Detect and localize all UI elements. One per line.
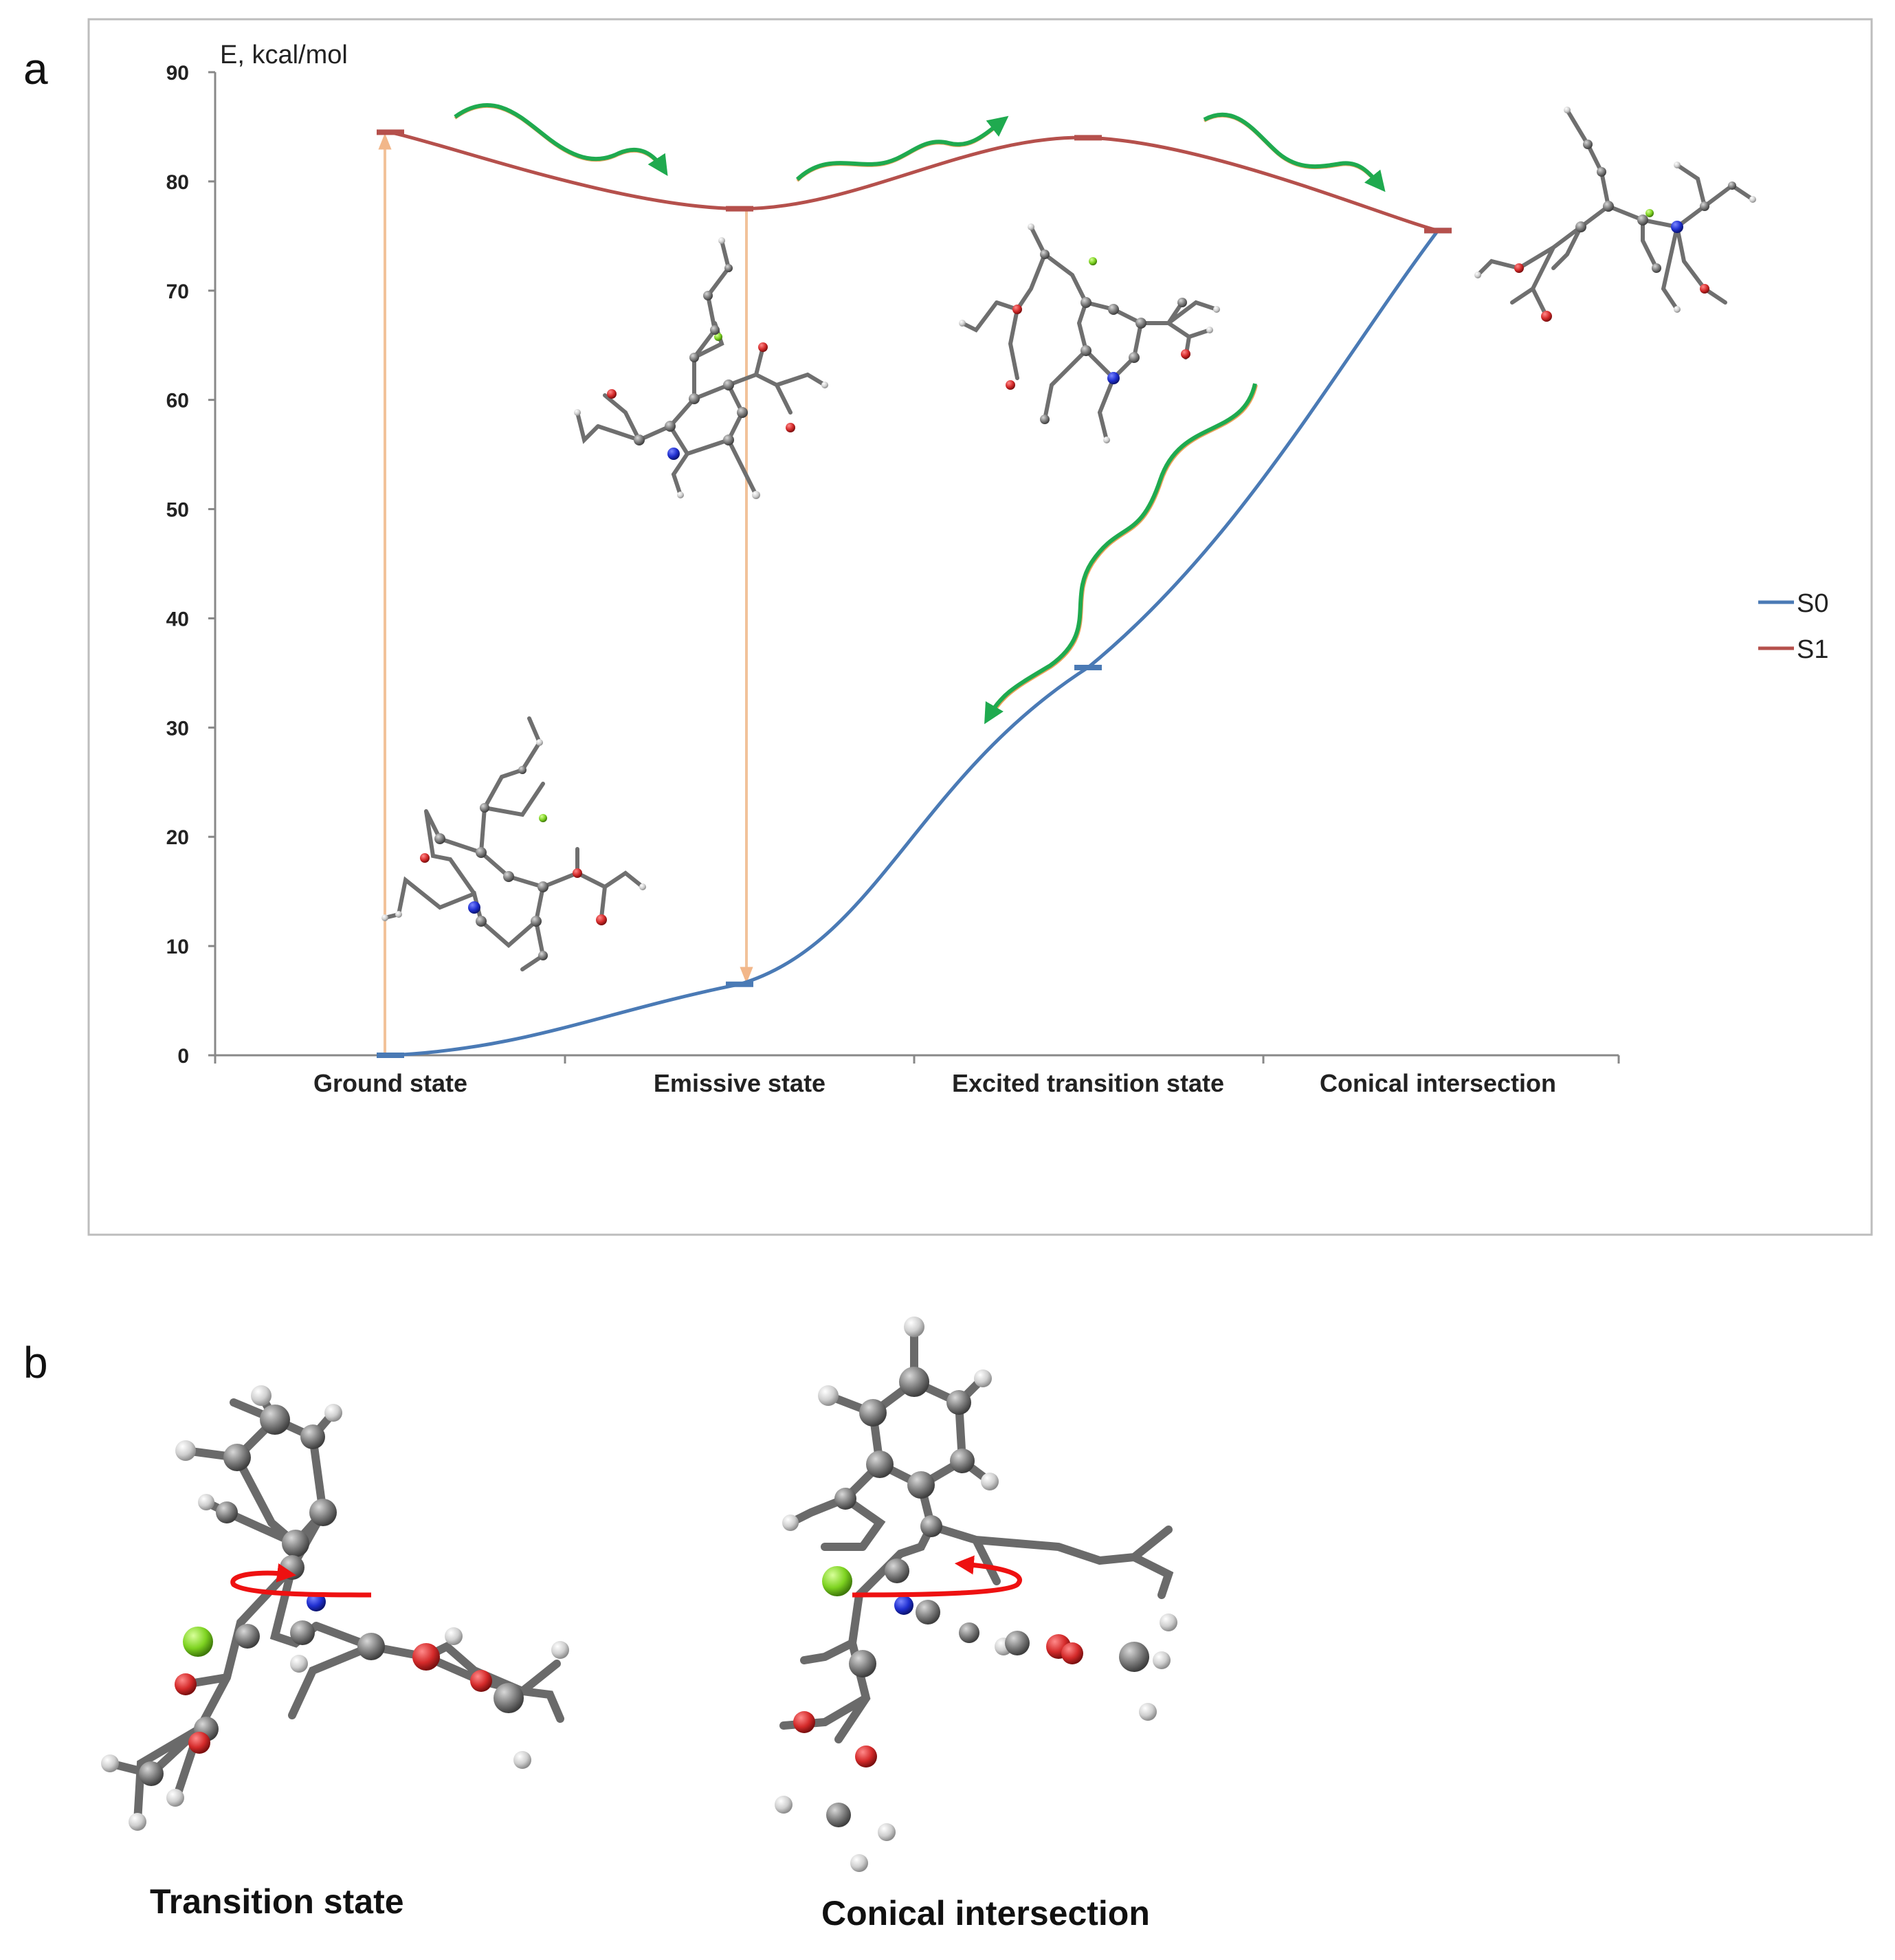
y-tick-label: 0 <box>177 1045 189 1068</box>
rotation-arrow-ci <box>852 1555 1022 1598</box>
x-category-label: Ground state <box>313 1069 467 1097</box>
vertical-transitions <box>378 133 753 1055</box>
relaxation-arrows <box>454 102 1386 725</box>
y-tick-label: 40 <box>166 608 189 630</box>
y-tick-label: 20 <box>166 826 189 849</box>
molecule-emissive-state <box>574 237 828 499</box>
y-tick-label: 80 <box>166 171 189 194</box>
molecule-excited-transition-state <box>959 223 1220 443</box>
legend-s0-label: S0 <box>1797 589 1828 618</box>
relaxation-arrow-4 <box>988 384 1258 719</box>
series-line-s0 <box>390 229 1440 1057</box>
x-ticks: Ground state Emissive state Excited transi… <box>214 1055 1620 1097</box>
x-category-label: Conical intersection <box>1320 1069 1556 1097</box>
y-axis-title: E, kcal/mol <box>220 41 348 69</box>
x-category-label: Excited transition state <box>952 1069 1224 1097</box>
relaxation-arrow-3 <box>1204 114 1382 188</box>
x-category-label: Emissive state <box>654 1069 825 1097</box>
molecule-conical-intersection <box>1474 107 1756 322</box>
rotation-arrow-ts <box>230 1563 372 1598</box>
panel-a-letter: a <box>23 44 48 93</box>
legend-s1-label: S1 <box>1797 635 1828 664</box>
y-tick-label: 70 <box>166 280 189 303</box>
panel-b-letter: b <box>23 1338 48 1387</box>
relaxation-arrow-2-green <box>795 115 1009 181</box>
molecule-ground-state <box>381 716 646 971</box>
series-lines <box>377 129 1452 1058</box>
relaxation-arrow-4-green <box>984 383 1257 725</box>
molecule-b-conical-intersection <box>775 1317 1177 1872</box>
molecule-b-transition-state <box>101 1385 569 1831</box>
legend: S0 S1 <box>1758 589 1828 664</box>
y-tick-label: 30 <box>166 717 189 740</box>
relaxation-arrow-1 <box>454 104 665 172</box>
relaxation-arrow-1-green <box>454 102 668 177</box>
y-tick-label: 10 <box>166 936 189 958</box>
y-tick-label: 90 <box>166 62 189 85</box>
y-tick-label: 60 <box>166 390 189 412</box>
structure-label-conical-intersection: Conical intersection <box>821 1894 1150 1933</box>
structure-label-transition-state: Transition state <box>150 1882 404 1921</box>
relaxation-arrow-2 <box>796 121 1004 182</box>
panel-a-frame <box>87 18 1873 1236</box>
y-ticks: 0 10 20 30 40 50 60 70 80 90 <box>166 62 215 1068</box>
chart-axes <box>214 72 1619 1057</box>
y-tick-label: 50 <box>166 499 189 522</box>
series-line-s1 <box>390 130 1439 232</box>
relaxation-arrow-3-green <box>1203 112 1386 192</box>
